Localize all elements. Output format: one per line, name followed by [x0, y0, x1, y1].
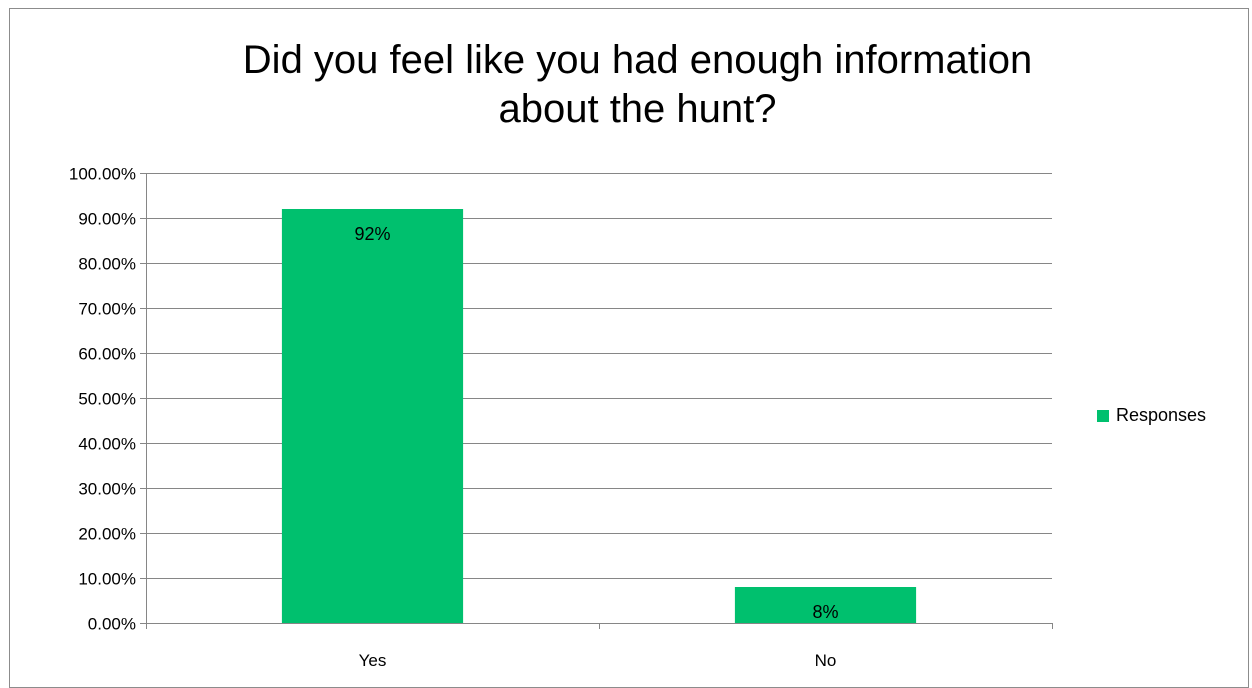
- chart-frame: [9, 8, 1249, 688]
- data-label-yes: 92%: [354, 224, 390, 244]
- chart-title: Did you feel like you had enough informa…: [0, 36, 1252, 134]
- y-tick-label: 0.00%: [88, 615, 136, 634]
- y-tick-label: 10.00%: [78, 570, 136, 589]
- x-tick-label-no: No: [815, 651, 837, 670]
- y-tick-label: 60.00%: [78, 345, 136, 364]
- x-tick-label-yes: Yes: [359, 651, 387, 670]
- y-tick-label: 90.00%: [78, 210, 136, 229]
- chart-title-line-2: about the hunt?: [498, 87, 777, 131]
- y-tick-label: 40.00%: [78, 435, 136, 454]
- y-tick-label: 70.00%: [78, 300, 136, 319]
- data-label-no: 8%: [812, 602, 838, 622]
- legend-swatch-responses: [1097, 409, 1109, 422]
- legend: Responses: [1097, 405, 1206, 426]
- bar-yes: [281, 209, 464, 623]
- y-tick-label: 80.00%: [78, 255, 136, 274]
- y-tick-label: 50.00%: [78, 390, 136, 409]
- chart-title-line-1: Did you feel like you had enough informa…: [242, 38, 1033, 82]
- y-tick-label: 20.00%: [78, 525, 136, 544]
- y-tick-label: 30.00%: [78, 480, 136, 499]
- legend-label-responses: Responses: [1116, 405, 1207, 425]
- bar-no: [734, 587, 917, 623]
- y-tick-label: 100.00%: [69, 165, 136, 184]
